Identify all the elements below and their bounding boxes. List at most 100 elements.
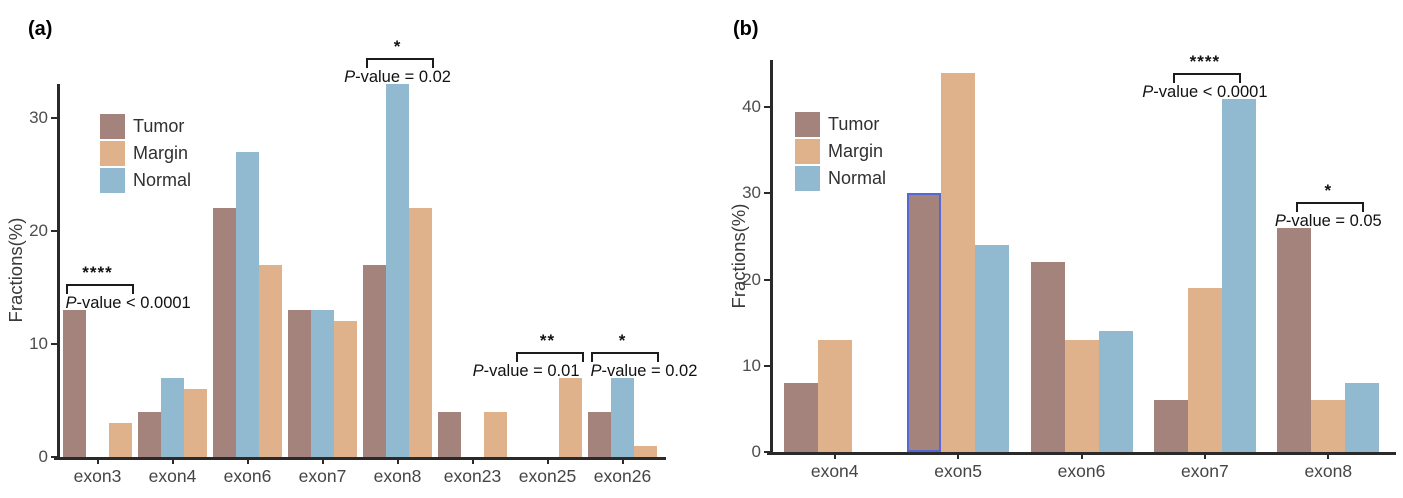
panel-a-letter: (a) — [28, 18, 53, 40]
x-category-label: exon8 — [373, 466, 422, 486]
bar-tumor-exon4 — [138, 411, 161, 457]
panel-a: (a) Fractions(%) 0 10 20 30 exon3 exon4 exon6 e… — [0, 0, 700, 498]
x-tick-mark — [621, 460, 624, 464]
bar-normal-exon6 — [236, 151, 259, 457]
y-tick-label: 30 — [29, 108, 48, 127]
y-tick-label: 10 — [29, 334, 48, 353]
significance-stars-exon8: * — [393, 37, 402, 57]
x-category-label: exon23 — [443, 466, 502, 486]
x-category-label: exon4 — [148, 466, 197, 486]
x-axis-line — [767, 452, 1396, 455]
legend-label-normal: Normal — [133, 170, 192, 190]
bar-margin-exon6 — [1064, 339, 1099, 452]
x-tick-mark — [1327, 455, 1330, 459]
x-category-label: exon5 — [934, 461, 982, 481]
x-tick-mark — [546, 460, 549, 464]
bar-normal-exon7 — [1221, 98, 1256, 452]
pvalue-label-exon25: P-value = 0.01 — [472, 361, 580, 380]
significance-stars-exon26: * — [618, 330, 627, 350]
bar-normal-exon8 — [386, 84, 409, 457]
y-tick-label: 0 — [751, 442, 761, 461]
y-tick-mark — [51, 456, 57, 458]
x-category-label: exon6 — [223, 466, 272, 486]
y-tick-mark — [51, 343, 57, 345]
bar-margin-exon8 — [409, 208, 432, 457]
significance-bracket-exon3 — [65, 284, 134, 295]
x-category-label: exon6 — [1057, 461, 1106, 481]
x-category-label: exon3 — [73, 466, 122, 486]
legend-swatch-tumor — [795, 112, 820, 137]
legend-swatch-normal — [100, 168, 125, 193]
bar-margin-exon7 — [1187, 288, 1222, 452]
y-tick-mark — [764, 106, 770, 109]
bar-margin-exon7 — [334, 321, 357, 457]
significance-stars-exon3: **** — [82, 263, 113, 283]
pvalue-label-exon8: P-value = 0.02 — [344, 68, 451, 87]
bar-tumor-exon8 — [363, 264, 386, 457]
bar-tumor-exon3 — [63, 310, 86, 457]
significance-stars-exon7: **** — [1189, 51, 1221, 71]
significance-bracket-exon26 — [590, 351, 659, 362]
bar-tumor-exon23 — [438, 411, 461, 457]
bar-normal-exon6 — [1098, 331, 1133, 452]
bar-margin-exon23 — [484, 411, 507, 457]
x-category-label: exon7 — [1181, 461, 1229, 481]
x-tick-mark — [171, 460, 174, 464]
x-category-label: exon26 — [593, 466, 652, 486]
significance-stars-exon8: * — [1324, 180, 1333, 200]
bar-margin-exon5 — [941, 72, 976, 452]
bar-tumor-exon4 — [783, 383, 818, 452]
legend-swatch-normal — [795, 166, 820, 191]
x-category-label: exon4 — [810, 461, 859, 481]
bar-margin-exon26 — [634, 445, 657, 457]
significance-bracket-exon8 — [1296, 201, 1365, 212]
x-category-label: exon7 — [298, 466, 347, 486]
x-axis-line — [54, 457, 666, 460]
significance-bracket-exon25 — [515, 351, 584, 362]
y-tick-mark — [51, 230, 57, 232]
legend-label-normal: Normal — [828, 168, 887, 188]
y-axis-line — [57, 84, 60, 460]
x-tick-mark — [957, 455, 960, 459]
legend-swatch-tumor — [100, 114, 125, 139]
bar-margin-exon4 — [184, 389, 207, 457]
bar-tumor-exon8 — [1277, 227, 1312, 452]
y-tick-label: 20 — [742, 269, 761, 289]
pvalue-label-exon26: P-value = 0.02 — [590, 361, 698, 380]
y-tick-label: 30 — [742, 183, 761, 203]
y-tick-mark — [764, 278, 770, 281]
x-tick-mark — [833, 455, 836, 459]
x-category-label: exon25 — [518, 466, 577, 486]
legend-label-tumor: Tumor — [828, 114, 880, 134]
legend-label-margin: Margin — [828, 141, 884, 161]
bar-margin-exon8 — [1311, 400, 1346, 452]
legend-label-tumor: Tumor — [133, 116, 185, 136]
pvalue-label-exon8: P-value = 0.05 — [1274, 211, 1382, 230]
legend-label-margin: Margin — [133, 143, 189, 163]
y-tick-label: 20 — [29, 221, 48, 240]
x-tick-mark — [471, 460, 474, 464]
x-tick-mark — [321, 460, 324, 464]
significance-bracket-exon8 — [365, 58, 434, 69]
significance-bracket-exon7 — [1172, 72, 1241, 83]
bar-tumor-exon26 — [588, 411, 611, 457]
bar-margin-exon4 — [817, 339, 852, 452]
bar-normal-exon5 — [975, 245, 1010, 452]
bar-normal-exon8 — [1345, 383, 1380, 452]
bar-normal-exon4 — [161, 377, 184, 457]
legend-swatch-margin — [795, 139, 820, 164]
bar-normal-exon26 — [611, 377, 634, 457]
bar-normal-exon7 — [311, 310, 334, 457]
bar-tumor-exon6 — [1030, 262, 1065, 452]
significance-stars-exon25: ** — [539, 330, 556, 350]
x-category-label: exon8 — [1304, 461, 1353, 481]
y-tick-label: 0 — [38, 447, 48, 466]
bar-tumor-exon7 — [288, 310, 311, 457]
panel-a-yaxis-title: Fractions(%) — [5, 217, 26, 323]
pvalue-label-exon7: P-value < 0.0001 — [1142, 82, 1268, 101]
x-tick-mark — [1080, 455, 1083, 459]
bar-margin-exon3 — [109, 423, 132, 457]
x-tick-mark — [396, 460, 399, 464]
y-tick-mark — [764, 364, 770, 367]
bar-margin-exon6 — [259, 264, 282, 457]
